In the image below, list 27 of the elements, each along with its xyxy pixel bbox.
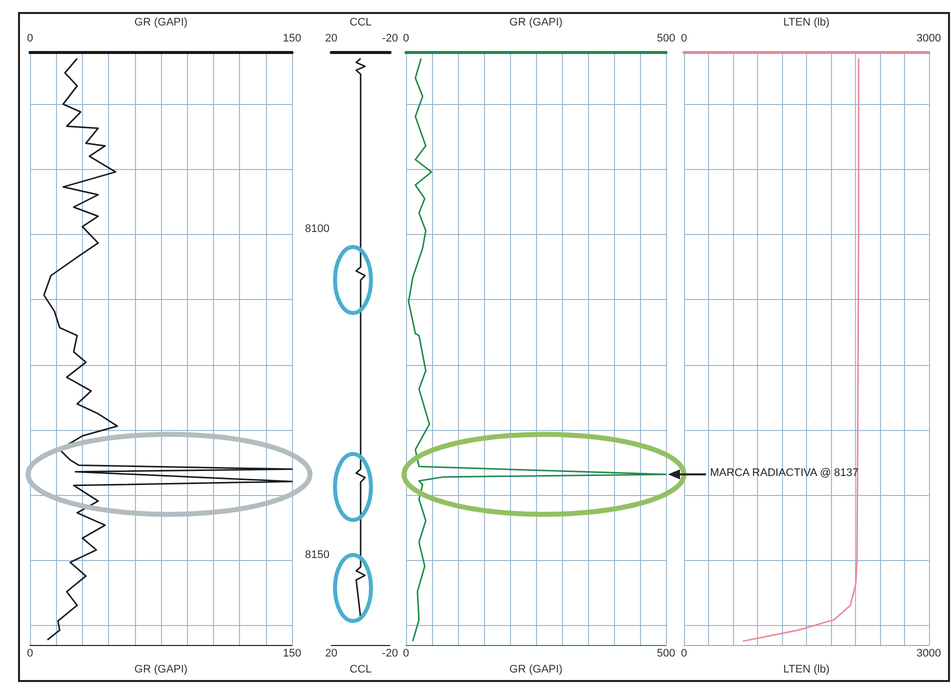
x-axis-title: GR (GAPI) [134, 664, 188, 676]
x2-tick-label: 20 [325, 32, 338, 44]
x2-tick-label: 0 [402, 32, 410, 44]
x-tick-label: 500 [656, 648, 676, 660]
x2-tick-label: 150 [282, 32, 302, 44]
x-axis-title: LTEN (lb) [783, 664, 830, 676]
x2-axis-title: GR (GAPI) [509, 16, 563, 29]
x2-axis-title: GR (GAPI) [134, 16, 188, 29]
x2-tick-label: 3000 [916, 32, 942, 44]
x-tick-label: 150 [282, 648, 302, 660]
x2-axis-title: CCL [350, 16, 372, 29]
x2-axis-title: LTEN (lb) [783, 16, 830, 29]
y-tick-label: 8100 [304, 222, 330, 235]
x-tick-label: 0 [402, 648, 410, 660]
x-axis-title: GR (GAPI) [509, 664, 563, 676]
annotation: MARCA RADIACTIVA @ 8137 [710, 467, 859, 480]
x-tick-label: 3000 [916, 648, 942, 660]
x-tick-label: 0 [26, 648, 34, 660]
x2-tick-label: 0 [680, 32, 688, 44]
x-tick-label: 0 [680, 648, 688, 660]
x-tick-label: 20 [325, 648, 338, 660]
y-tick-label: 8150 [304, 548, 330, 561]
x-axis-title: CCL [350, 664, 372, 676]
x-tick-label: -20 [382, 648, 398, 660]
x2-tick-label: -20 [382, 32, 398, 44]
x2-tick-label: 0 [26, 32, 34, 44]
x2-tick-label: 500 [656, 32, 676, 44]
